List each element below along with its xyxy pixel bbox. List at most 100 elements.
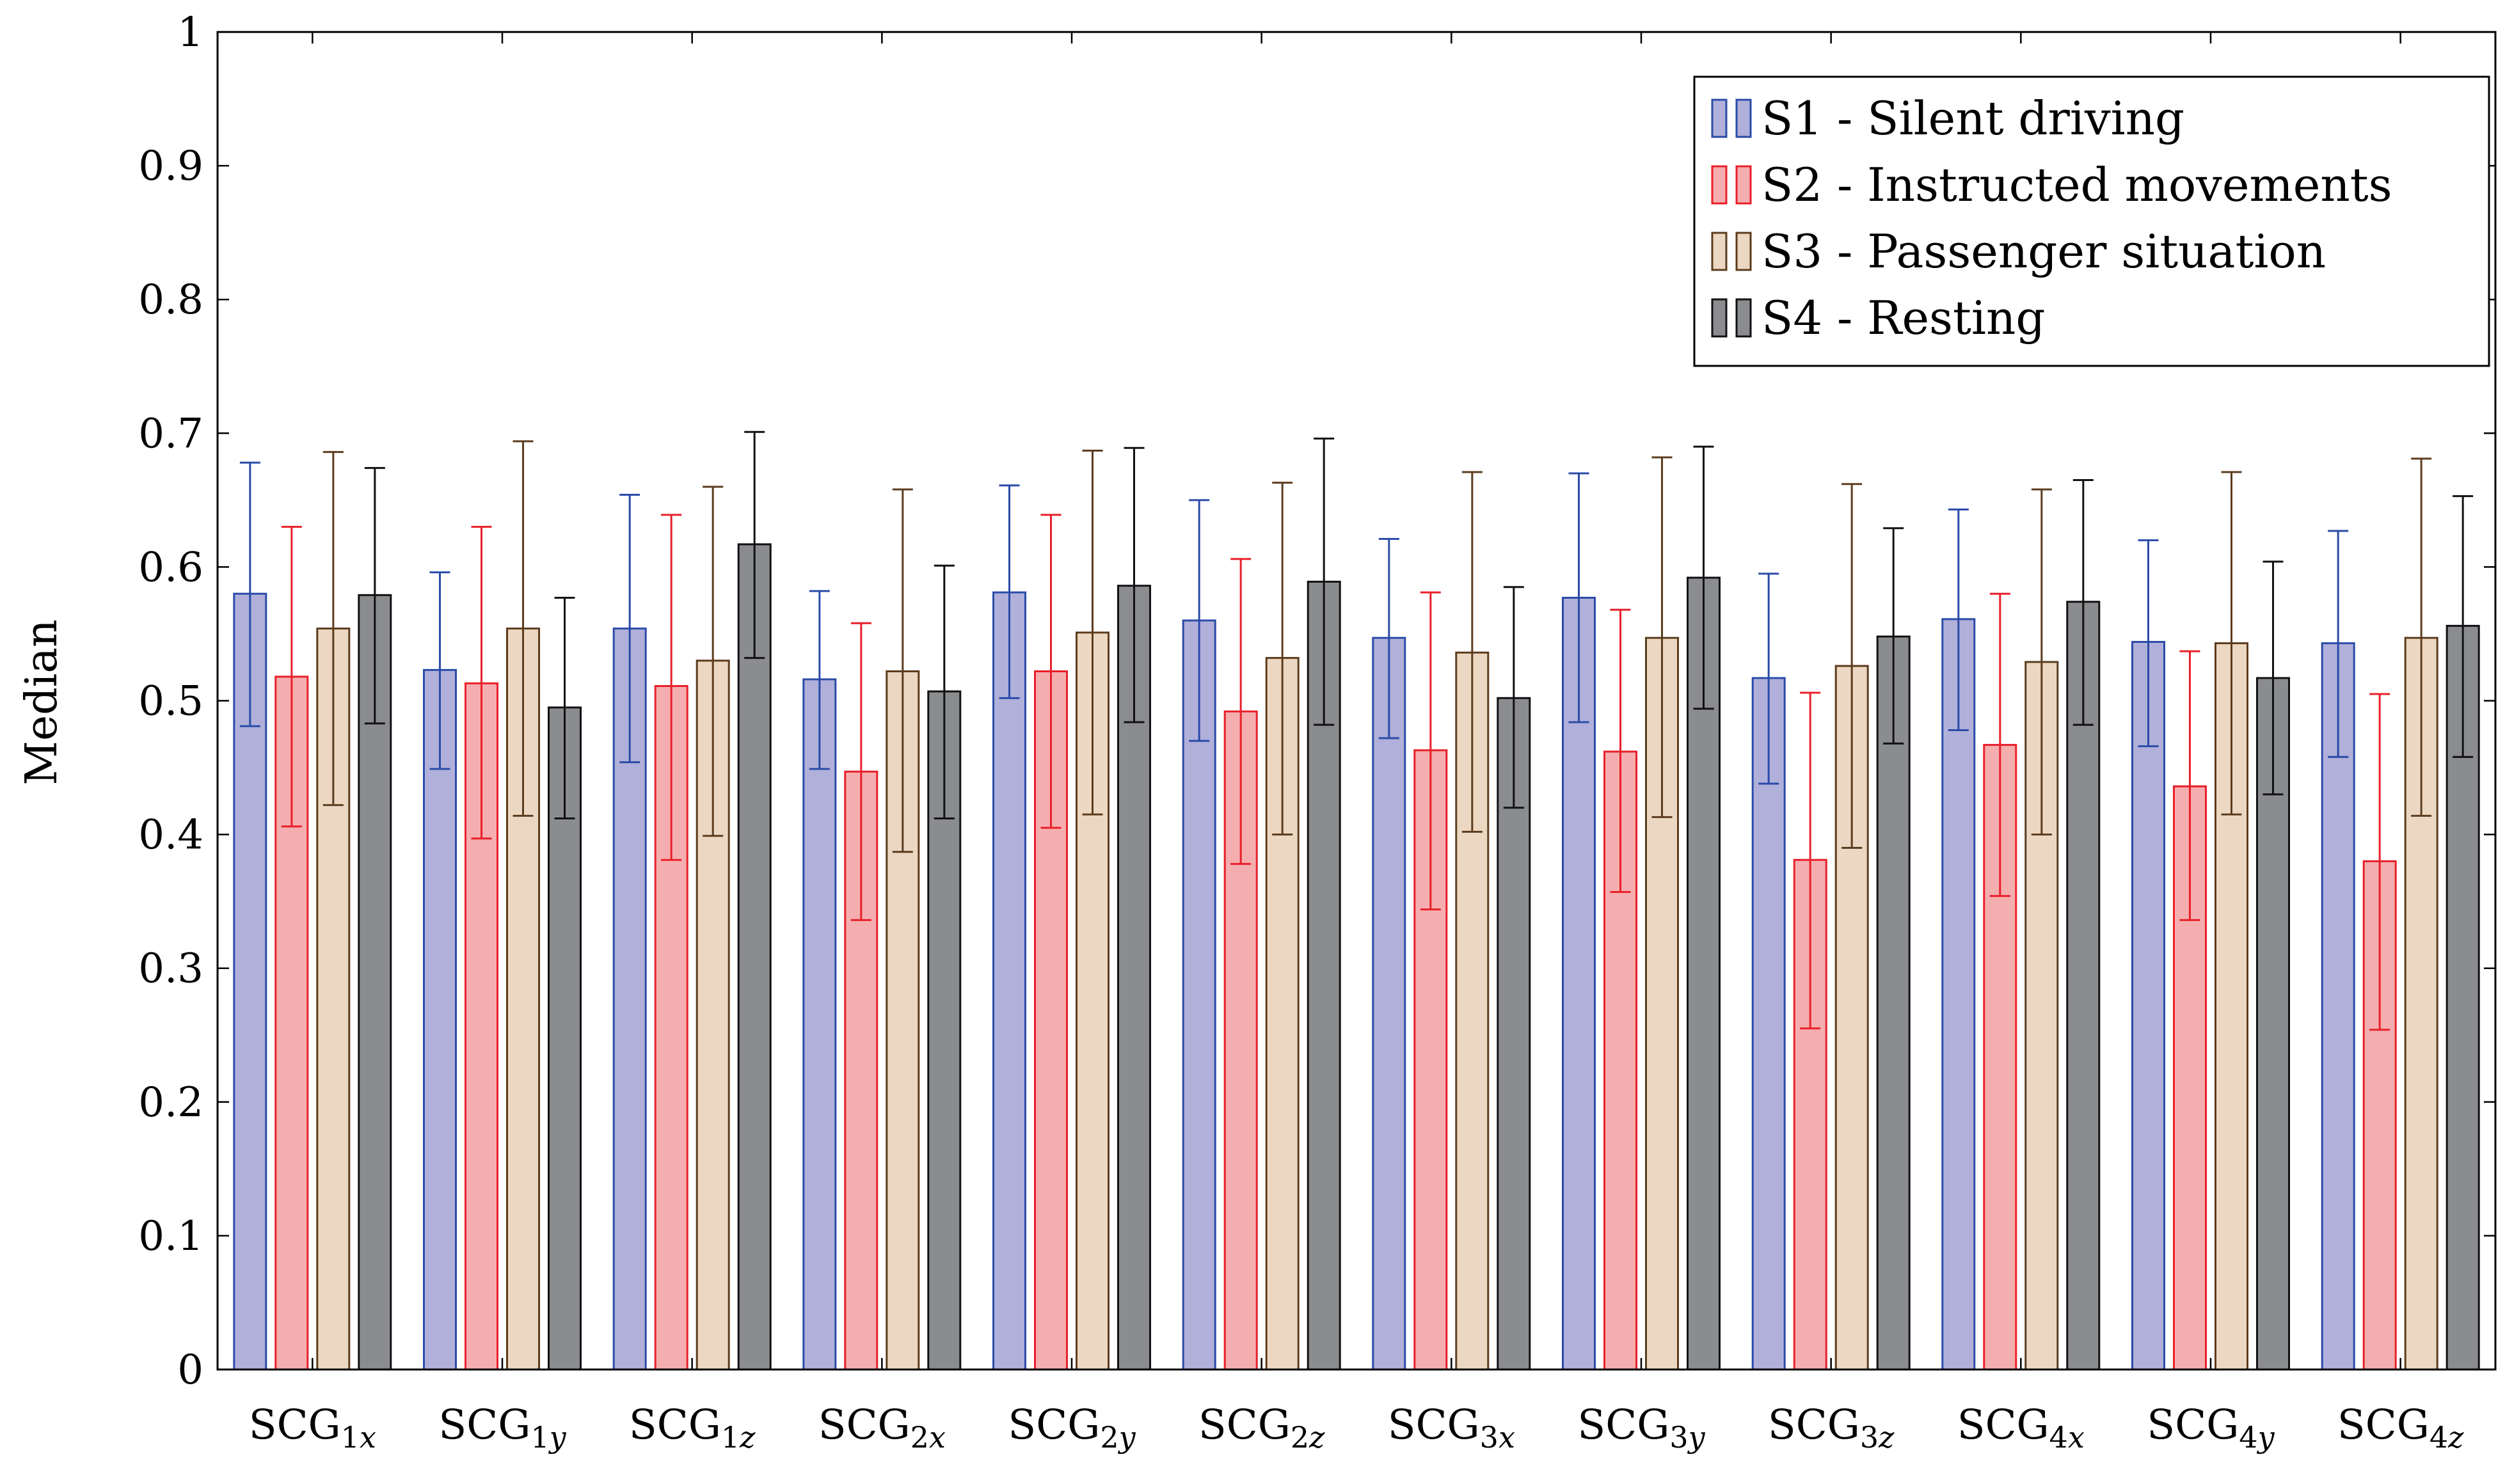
error-bar (1693, 445, 1714, 710)
x-tick-label: SCG3y (1577, 1401, 1705, 1455)
error-bar (2138, 539, 2159, 748)
error-bar (1503, 586, 1524, 809)
legend-entry: S2 - Instructed movements (1711, 158, 2392, 212)
error-bar (2262, 560, 2284, 796)
y-tick-label: 0.2 (138, 1079, 203, 1126)
plot-area (233, 430, 2480, 1371)
bar (992, 591, 1026, 1371)
legend-swatch (1711, 232, 1728, 271)
legend-entry: S1 - Silent driving (1711, 91, 2184, 145)
error-bar (1230, 558, 1252, 865)
bar (1941, 618, 1976, 1371)
error-bar (554, 596, 575, 820)
y-tick-label: 0.9 (138, 143, 203, 190)
legend-box (1693, 75, 2490, 367)
legend-swatch (1711, 298, 1728, 338)
error-bar (2369, 693, 2390, 1031)
error-bar (2411, 457, 2432, 817)
error-bar (2328, 530, 2349, 758)
error-bar (1314, 438, 1335, 726)
legend-entry: S3 - Passenger situation (1711, 225, 2326, 278)
y-tick-label: 0.1 (138, 1213, 203, 1260)
error-bar (1189, 499, 1210, 742)
bar (1876, 635, 1911, 1371)
x-tick-label: SCG4y (2147, 1401, 2275, 1455)
error-bar (1758, 572, 1779, 785)
error-bar (471, 526, 492, 840)
legend-label: S4 - Resting (1761, 291, 2045, 345)
y-tick-label: 0.6 (138, 544, 203, 591)
y-tick-label: 0.4 (138, 812, 203, 859)
error-bar (1082, 449, 1103, 816)
bar (737, 543, 772, 1371)
y-tick-label: 0 (177, 1346, 203, 1394)
error-bar (661, 514, 682, 861)
error-bar (999, 484, 1020, 699)
error-bar (619, 493, 640, 764)
error-bar (364, 467, 385, 725)
error-bar (1989, 592, 2010, 897)
error-bar (1800, 691, 1821, 1030)
legend-entry: S4 - Resting (1711, 291, 2045, 345)
legend-swatch (1735, 99, 1752, 138)
error-bar (2221, 471, 2242, 816)
error-bar (2072, 478, 2094, 726)
legend-swatch (1711, 99, 1728, 138)
y-tick-label: 0.7 (138, 410, 203, 457)
error-bar (809, 590, 830, 770)
error-bar (1461, 471, 1483, 833)
axes: 0 0.1 0.2 0.3 0.4 0.5 0.6 0.7 0.8 0.9 1 SCG1x SCG1y S… (138, 9, 2497, 1455)
x-tick-label: SCG2x (818, 1401, 946, 1455)
legend-swatch (1735, 298, 1752, 338)
x-tick-label: SCG4x (1957, 1401, 2085, 1455)
bar (2131, 641, 2165, 1371)
legend-swatch (1711, 165, 1728, 205)
error-bar (2453, 495, 2474, 758)
x-tick-label: SCG1y (438, 1401, 566, 1455)
error-bar (1378, 537, 1399, 739)
y-axis-label: Median (17, 619, 67, 785)
error-bar (1948, 508, 1969, 732)
y-tick-label: 1 (177, 9, 203, 56)
error-bar (703, 485, 724, 837)
bar (1307, 580, 1341, 1371)
bar (423, 668, 457, 1371)
legend-swatch (1735, 165, 1752, 205)
x-tick-label: SCG3z (1768, 1401, 1895, 1455)
legend-label: S1 - Silent driving (1761, 91, 2184, 145)
y-tick-label: 0.5 (138, 678, 203, 725)
x-tick-label: SCG1x (249, 1401, 376, 1455)
error-bar (1124, 446, 1145, 723)
error-bar (429, 571, 450, 770)
error-bar (1651, 456, 1673, 818)
bar (1372, 636, 1406, 1371)
error-bar (1420, 591, 1441, 911)
x-tick-label: SCG2y (1008, 1401, 1136, 1455)
error-bar (1610, 608, 1631, 894)
error-bar (892, 488, 913, 853)
x-tick-label: SCG3x (1388, 1401, 1515, 1455)
bar (465, 682, 498, 1371)
error-bar (1272, 482, 1293, 836)
error-bar (1883, 527, 1904, 745)
x-tick-label: SCG1z (629, 1401, 756, 1455)
y-tick-label: 0.8 (138, 276, 203, 324)
error-bar (239, 461, 260, 727)
error-bar (1568, 472, 1589, 723)
error-bar (513, 440, 534, 817)
bar (2321, 642, 2355, 1371)
x-tick-label: SCG2z (1198, 1401, 1325, 1455)
error-bar (2031, 488, 2052, 836)
error-bar (850, 622, 871, 921)
legend-label: S3 - Passenger situation (1761, 225, 2326, 278)
legend-swatch (1735, 232, 1752, 271)
bar (1182, 619, 1216, 1371)
error-bar (322, 451, 344, 807)
y-tick-label: 0.3 (138, 945, 203, 993)
bar (2445, 624, 2480, 1371)
legend-label: S2 - Instructed movements (1761, 158, 2392, 212)
error-bar (934, 564, 955, 820)
error-bar (1841, 483, 1863, 849)
x-tick-label: SCG4z (2337, 1401, 2464, 1455)
